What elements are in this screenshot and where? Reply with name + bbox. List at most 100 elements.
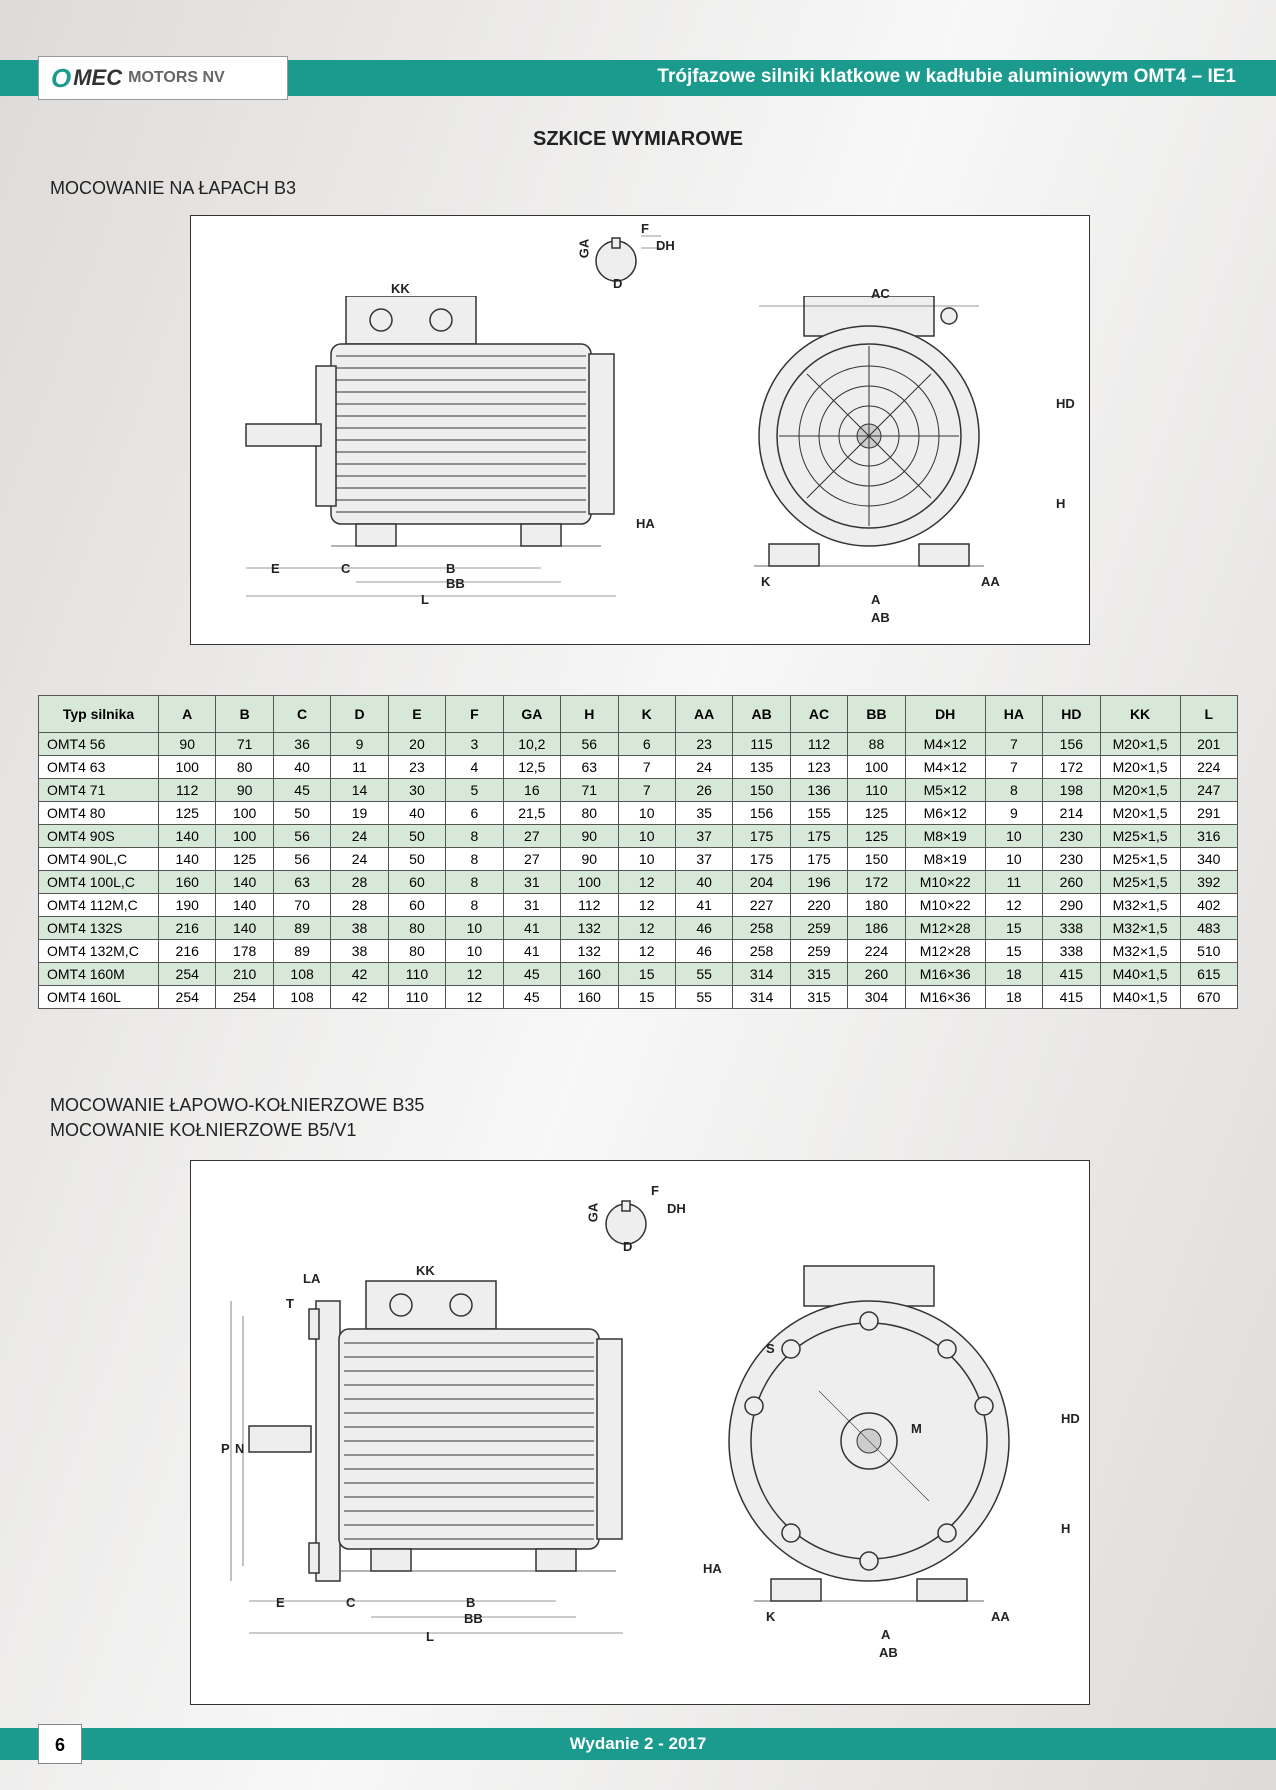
dim-label: AA [991, 1609, 1010, 1624]
table-cell: 260 [1043, 871, 1100, 894]
column-header: HD [1043, 696, 1100, 733]
column-header: E [388, 696, 445, 733]
table-cell: 140 [216, 917, 273, 940]
table-cell: 315 [790, 963, 847, 986]
table-cell: 160 [561, 963, 618, 986]
table-cell: 10 [618, 802, 675, 825]
table-cell: 175 [733, 825, 790, 848]
table-cell: 90 [159, 733, 216, 756]
dim-label: T [286, 1296, 294, 1311]
page: O MEC MOTORS NV Trójfazowe silniki klatk… [0, 0, 1276, 1790]
table-cell: M20×1,5 [1100, 756, 1180, 779]
table-cell: 3 [446, 733, 503, 756]
table-cell: 63 [561, 756, 618, 779]
table-cell: M40×1,5 [1100, 963, 1180, 986]
table-cell: 12 [618, 871, 675, 894]
table-cell: 136 [790, 779, 847, 802]
table-cell: 125 [848, 802, 905, 825]
table-cell: 12 [618, 940, 675, 963]
table-cell: 258 [733, 940, 790, 963]
table-cell: 160 [561, 986, 618, 1009]
dim-label: GA [585, 1203, 600, 1223]
dim-label: F [651, 1183, 659, 1198]
table-cell: 40 [388, 802, 445, 825]
table-cell: 216 [159, 917, 216, 940]
dim-label: AB [871, 610, 890, 625]
table-cell: 46 [675, 940, 732, 963]
footer-bar: Wydanie 2 - 2017 [0, 1728, 1276, 1760]
table-row: OMT4 160M2542101084211012451601555314315… [39, 963, 1238, 986]
table-row: OMT4 6310080401123412,563724135123100M4×… [39, 756, 1238, 779]
table-cell: 198 [1043, 779, 1100, 802]
subtitle-b5v1: MOCOWANIE KOŁNIERZOWE B5/V1 [50, 1120, 356, 1141]
dim-label: H [1061, 1521, 1070, 1536]
table-cell: OMT4 160L [39, 986, 159, 1009]
table-cell: 10,2 [503, 733, 560, 756]
table-cell: 100 [159, 756, 216, 779]
table-cell: 178 [216, 940, 273, 963]
dim-label: HA [703, 1561, 722, 1576]
subtitle-b35: MOCOWANIE ŁAPOWO-KOŁNIERZOWE B35 [50, 1095, 424, 1116]
table-cell: 60 [388, 871, 445, 894]
column-header: BB [848, 696, 905, 733]
table-cell: 8 [446, 825, 503, 848]
motor-side-flange-icon [221, 1261, 651, 1661]
table-cell: 41 [503, 917, 560, 940]
table-cell: M10×22 [905, 871, 985, 894]
dim-label: HA [636, 516, 655, 531]
table-cell: 316 [1180, 825, 1237, 848]
dim-label: C [341, 561, 350, 576]
table-cell: OMT4 90S [39, 825, 159, 848]
column-header: AB [733, 696, 790, 733]
table-cell: 27 [503, 825, 560, 848]
table-cell: OMT4 160M [39, 963, 159, 986]
table-cell: OMT4 112M,C [39, 894, 159, 917]
table-cell: 140 [159, 825, 216, 848]
table-cell: 38 [331, 917, 388, 940]
table-cell: 41 [503, 940, 560, 963]
header-title: Trójfazowe silniki klatkowe w kadłubie a… [657, 66, 1236, 88]
table-cell: 24 [675, 756, 732, 779]
table-cell: 6 [446, 802, 503, 825]
table-cell: 340 [1180, 848, 1237, 871]
table-cell: 8 [985, 779, 1042, 802]
table-cell: 259 [790, 917, 847, 940]
table-cell: 402 [1180, 894, 1237, 917]
table-cell: 483 [1180, 917, 1237, 940]
table-cell: 12 [618, 894, 675, 917]
table-cell: 37 [675, 848, 732, 871]
table-cell: 37 [675, 825, 732, 848]
table-cell: 260 [848, 963, 905, 986]
column-header: A [159, 696, 216, 733]
table-row: OMT4 90S140100562450827901037175175125M8… [39, 825, 1238, 848]
dim-label: LA [303, 1271, 320, 1286]
table-row: OMT4 711129045143051671726150136110M5×12… [39, 779, 1238, 802]
table-cell: 615 [1180, 963, 1237, 986]
table-cell: 16 [503, 779, 560, 802]
column-header: GA [503, 696, 560, 733]
table-cell: 27 [503, 848, 560, 871]
logo-o: O [51, 63, 71, 94]
table-cell: 254 [216, 986, 273, 1009]
column-header: F [446, 696, 503, 733]
table-cell: 60 [388, 894, 445, 917]
table-cell: 12 [446, 963, 503, 986]
table-cell: 28 [331, 871, 388, 894]
table-cell: 9 [331, 733, 388, 756]
table-cell: 140 [159, 848, 216, 871]
table-cell: 18 [985, 963, 1042, 986]
table-cell: 12 [618, 917, 675, 940]
page-number: 6 [38, 1724, 82, 1764]
table-row: OMT4 132M,C21617889388010411321246258259… [39, 940, 1238, 963]
column-header: KK [1100, 696, 1180, 733]
table-cell: 30 [388, 779, 445, 802]
table-cell: 41 [675, 894, 732, 917]
table-cell: 10 [618, 825, 675, 848]
table-cell: M4×12 [905, 756, 985, 779]
table-cell: 15 [985, 917, 1042, 940]
dimensions-table: Typ silnikaABCDEFGAHKAAABACBBDHHAHDKKL O… [38, 695, 1238, 1009]
table-cell: 15 [618, 986, 675, 1009]
dim-label: HD [1061, 1411, 1080, 1426]
table-cell: 110 [848, 779, 905, 802]
table-cell: 314 [733, 963, 790, 986]
